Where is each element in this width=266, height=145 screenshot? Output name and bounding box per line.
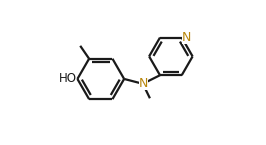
Text: N: N [182, 31, 192, 44]
Text: N: N [139, 77, 148, 90]
Text: HO: HO [59, 72, 76, 85]
